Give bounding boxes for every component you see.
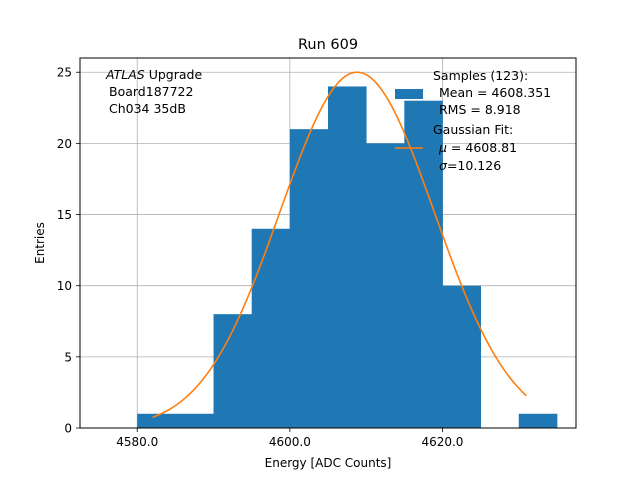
y-tick-label-3: 15 (57, 208, 72, 222)
y-tick-label-2: 10 (57, 279, 72, 293)
legend-samples-swatch (395, 89, 423, 99)
legend-samples-mean: Mean = 4608.351 (439, 85, 551, 100)
histogram-bar-3 (251, 228, 291, 428)
y-axis-ticks: 0 5 10 15 20 25 (57, 66, 80, 436)
histogram-bar-0 (137, 413, 176, 428)
legend-fit-sigma: σ=10.126 (439, 158, 501, 173)
histogram-bar-1 (175, 413, 214, 428)
histogram-bar-4 (289, 129, 329, 428)
chart-title: Run 609 (298, 37, 358, 53)
x-axis-ticks: 4580.0 4600.0 4620.0 (116, 428, 463, 449)
annotation-upgrade: Upgrade (145, 67, 203, 82)
x-tick-label-1: 4600.0 (269, 435, 311, 449)
histogram-bar-8 (442, 285, 482, 428)
y-axis-label: Entries (33, 222, 47, 264)
legend-fit-mu: μ = 4608.81 (438, 140, 517, 155)
legend-samples-rms: RMS = 8.918 (439, 102, 521, 117)
y-tick-label-4: 20 (57, 137, 72, 151)
annotation-atlas: ATLAS (105, 67, 145, 82)
atlas-annotation: ATLAS Upgrade Board187722 Ch034 35dB (105, 67, 202, 116)
annotation-board: Board187722 (109, 84, 193, 99)
histogram-bar-6 (366, 143, 405, 428)
gaussian-fit-curve (152, 71, 527, 419)
histogram-bar-7 (404, 100, 443, 428)
x-axis-label: Energy [ADC Counts] (265, 456, 392, 470)
legend-mu-value: = 4608.81 (447, 140, 517, 155)
annotation-line-1: ATLAS Upgrade (105, 67, 202, 82)
histogram-bar-5 (328, 86, 367, 428)
legend-samples-title: Samples (123): (433, 68, 528, 83)
legend-mu-symbol: μ (438, 140, 447, 155)
legend-sigma-value: =10.126 (447, 158, 501, 173)
legend-sigma-symbol: σ (439, 158, 448, 173)
legend-fit-title: Gaussian Fit: (433, 122, 513, 137)
x-tick-label-0: 4580.0 (116, 435, 158, 449)
histogram-bars (137, 86, 558, 428)
plot-frame (79, 57, 577, 429)
gaussian-fit (152, 71, 527, 419)
histogram-bar-2 (213, 314, 253, 428)
legend: Samples (123): Mean = 4608.351 RMS = 8.9… (395, 68, 551, 173)
annotation-channel: Ch034 35dB (109, 101, 186, 116)
histogram-bar-10 (518, 413, 558, 428)
y-tick-label-1: 5 (64, 350, 72, 364)
y-tick-label-5: 25 (57, 66, 72, 80)
y-tick-label-0: 0 (64, 422, 72, 436)
x-tick-label-2: 4620.0 (421, 435, 463, 449)
